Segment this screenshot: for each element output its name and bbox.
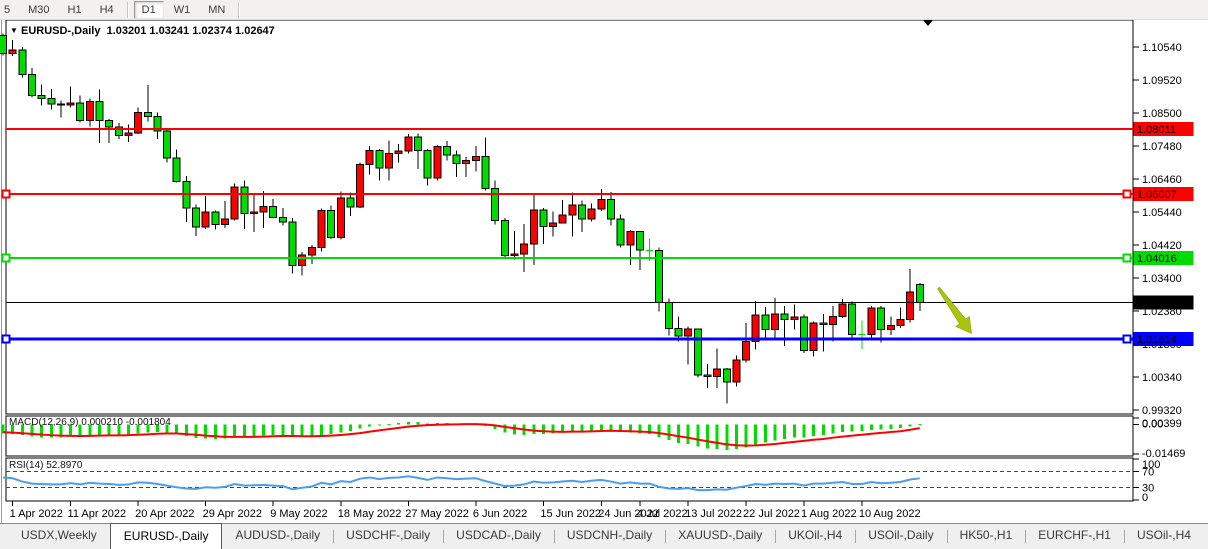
tab-usdchf-daily[interactable]: USDCHF-,Daily bbox=[333, 524, 443, 549]
svg-text:30: 30 bbox=[1142, 483, 1154, 495]
tab-usdcad-daily[interactable]: USDCAD-,Daily bbox=[443, 524, 554, 549]
svg-text:18 May 2022: 18 May 2022 bbox=[338, 508, 402, 520]
svg-text:1.00340: 1.00340 bbox=[1142, 372, 1182, 384]
timeframe-m30-button[interactable]: M30 bbox=[28, 3, 50, 16]
svg-text:6 Jun 2022: 6 Jun 2022 bbox=[473, 508, 527, 520]
rsi-indicator-label: RSI(14) 52.8970 bbox=[9, 460, 82, 471]
chart-title: ▼ EURUSD-,Daily 1.03201 1.03241 1.02374 … bbox=[10, 25, 275, 37]
svg-text:70: 70 bbox=[1142, 466, 1154, 478]
chart-tabs-bar: USDX,Weekly EURUSD-,Daily AUDUSD-,Daily … bbox=[0, 523, 1208, 549]
macd-signal-line bbox=[2, 423, 920, 447]
price-hline-1.01514[interactable] bbox=[1, 334, 1134, 344]
svg-text:29 Apr 2022: 29 Apr 2022 bbox=[203, 508, 262, 520]
trend-arrow[interactable] bbox=[937, 286, 972, 334]
tab-hk50-h1[interactable]: HK50-,H1 bbox=[946, 524, 1026, 549]
svg-text:100: 100 bbox=[1142, 459, 1160, 471]
line-handle bbox=[1122, 253, 1132, 263]
tab-xauusd-daily[interactable]: XAUUSD-,Daily bbox=[665, 524, 775, 549]
svg-text:10 Aug 2022: 10 Aug 2022 bbox=[859, 508, 921, 520]
price-chart: 1.10540 1.09520 1.08500 1.07480 1.06460 1.054… bbox=[0, 19, 1194, 524]
timeframe-toolbar: 5 M30 H1 H4 D1 W1 MN bbox=[0, 0, 1208, 20]
timeframe-d1-button[interactable]: D1 bbox=[133, 0, 164, 19]
rsi-value: 52.8970 bbox=[46, 460, 83, 471]
svg-text:11 Apr 2022: 11 Apr 2022 bbox=[68, 508, 127, 520]
svg-text:1.01514: 1.01514 bbox=[1137, 334, 1177, 346]
symbol-dropdown-icon[interactable]: ▼ bbox=[10, 26, 18, 35]
svg-text:1.03400: 1.03400 bbox=[1142, 273, 1182, 285]
tab-scroll-arrows: ◂ ▸ bbox=[1204, 524, 1208, 549]
svg-text:15 Jun 2022: 15 Jun 2022 bbox=[540, 508, 601, 520]
svg-text:20 Apr 2022: 20 Apr 2022 bbox=[135, 508, 194, 520]
svg-text:1.06007: 1.06007 bbox=[1137, 189, 1177, 201]
toolbar-separator bbox=[238, 1, 241, 18]
svg-text:0.00: 0.00 bbox=[1142, 418, 1163, 430]
tab-usdx-weekly[interactable]: USDX,Weekly bbox=[21, 528, 97, 542]
svg-text:9 May 2022: 9 May 2022 bbox=[270, 508, 327, 520]
price-axis-tags: 1.08011 1.06007 1.04016 1.01514 1.02647 bbox=[1133, 121, 1194, 346]
timeframe-h1-button[interactable]: H1 bbox=[67, 3, 82, 16]
timeframe-h4-button[interactable]: H4 bbox=[99, 3, 114, 16]
candlestick-series bbox=[0, 33, 924, 404]
svg-text:1.09520: 1.09520 bbox=[1142, 75, 1182, 87]
tab-eurusd-daily[interactable]: EURUSD-,Daily bbox=[109, 523, 223, 549]
svg-text:1.08011: 1.08011 bbox=[1137, 124, 1176, 136]
chart-title-ohlc: 1.03201 1.03241 1.02374 1.02647 bbox=[106, 25, 275, 37]
svg-text:22 Jul 2022: 22 Jul 2022 bbox=[743, 508, 800, 520]
svg-text:-0.01469: -0.01469 bbox=[1142, 448, 1185, 460]
macd-histogram bbox=[1, 421, 922, 451]
line-handle bbox=[1, 334, 11, 344]
rsi-levels bbox=[6, 470, 1133, 489]
price-hline-1.04016[interactable] bbox=[1, 253, 1134, 263]
tab-usoil-daily[interactable]: USOil-,Daily bbox=[855, 524, 946, 549]
svg-text:24 Jun 2022: 24 Jun 2022 bbox=[598, 508, 659, 520]
price-hline-1.06007[interactable] bbox=[1, 189, 1134, 199]
macd-name: MACD(12,26,9) bbox=[9, 417, 79, 428]
line-handle bbox=[1122, 334, 1132, 344]
svg-text:1.05440: 1.05440 bbox=[1142, 207, 1182, 219]
toolbar-separator bbox=[126, 1, 129, 18]
timeframe-mn-button[interactable]: MN bbox=[208, 3, 226, 16]
tab-usdcnh-daily[interactable]: USDCNH-,Daily bbox=[553, 524, 665, 549]
svg-text:1.10540: 1.10540 bbox=[1142, 42, 1182, 54]
svg-text:1.04420: 1.04420 bbox=[1142, 240, 1182, 252]
svg-text:0.00399: 0.00399 bbox=[1142, 418, 1182, 430]
svg-text:1.06460: 1.06460 bbox=[1142, 174, 1182, 186]
price-axis: 1.10540 1.09520 1.08500 1.07480 1.06460 1.054… bbox=[1133, 42, 1182, 417]
line-handle bbox=[1, 253, 11, 263]
svg-text:1.08500: 1.08500 bbox=[1142, 108, 1182, 120]
tab-eurchf-h1[interactable]: EURCHF-,H1 bbox=[1025, 524, 1124, 549]
timeframe-w1-button[interactable]: W1 bbox=[173, 3, 191, 16]
rsi-name: RSI(14) bbox=[9, 460, 44, 471]
panel-frames bbox=[5, 19, 1134, 502]
tab-audusd-daily[interactable]: AUDUSD-,Daily bbox=[235, 528, 321, 542]
svg-text:1.02647: 1.02647 bbox=[1137, 297, 1177, 309]
svg-text:0.99320: 0.99320 bbox=[1142, 405, 1182, 417]
svg-text:4 Jul 2022: 4 Jul 2022 bbox=[637, 508, 688, 520]
svg-text:1 Aug 2022: 1 Aug 2022 bbox=[801, 508, 857, 520]
current-bar-marker-icon bbox=[923, 20, 933, 26]
svg-text:1.07480: 1.07480 bbox=[1142, 141, 1182, 153]
svg-text:0: 0 bbox=[1142, 492, 1148, 504]
macd-indicator-label: MACD(12,26,9) 0.000210 -0.001804 bbox=[9, 417, 171, 428]
tab-usoil-h4[interactable]: USOil-,H4 bbox=[1123, 524, 1204, 549]
tab-ukoil-h4[interactable]: UKOil-,H4 bbox=[775, 524, 855, 549]
chart-title-symbol: EURUSD-,Daily bbox=[20, 25, 101, 37]
date-axis: 1 Apr 2022 11 Apr 2022 20 Apr 2022 29 Apr 2… bbox=[10, 501, 921, 520]
svg-text:1 Apr 2022: 1 Apr 2022 bbox=[10, 508, 63, 520]
line-handle bbox=[1, 189, 11, 199]
svg-text:1.04016: 1.04016 bbox=[1137, 253, 1177, 265]
timeframe-m5-button[interactable]: 5 bbox=[4, 3, 11, 16]
svg-text:13 Jul 2022: 13 Jul 2022 bbox=[685, 508, 742, 520]
macd-values: 0.000210 -0.001804 bbox=[81, 417, 171, 428]
rsi-line bbox=[2, 475, 920, 492]
svg-text:27 May 2022: 27 May 2022 bbox=[405, 508, 469, 520]
line-handle bbox=[1122, 189, 1132, 199]
